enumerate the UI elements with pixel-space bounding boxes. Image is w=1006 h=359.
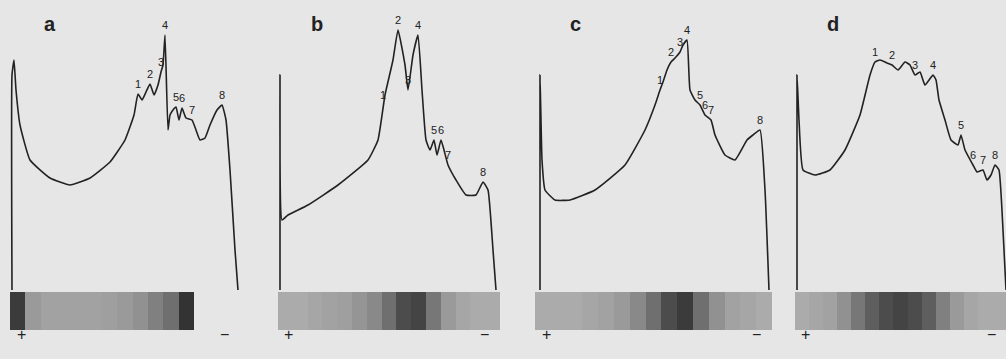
svg-text:+: + [284,326,293,343]
svg-text:8: 8 [480,166,486,178]
svg-text:5: 5 [431,124,437,136]
svg-text:6: 6 [702,99,708,111]
svg-text:8: 8 [992,149,998,161]
svg-text:d: d [827,13,839,35]
svg-text:7: 7 [708,104,714,116]
svg-text:8: 8 [219,89,225,101]
svg-text:8: 8 [757,114,763,126]
svg-text:1: 1 [872,46,878,58]
svg-text:3: 3 [158,56,164,68]
svg-text:−: − [220,326,229,343]
svg-text:7: 7 [445,149,451,161]
svg-text:4: 4 [930,59,936,71]
svg-text:3: 3 [912,59,918,71]
svg-text:+: + [801,326,810,343]
svg-text:2: 2 [889,49,895,61]
svg-text:4: 4 [162,19,168,31]
svg-text:6: 6 [179,92,185,104]
svg-text:c: c [570,13,581,35]
svg-text:5: 5 [173,91,179,103]
svg-text:2: 2 [668,46,674,58]
svg-text:−: − [752,326,761,343]
svg-text:7: 7 [980,154,986,166]
svg-text:1: 1 [135,78,141,90]
svg-text:4: 4 [684,24,690,36]
svg-text:+: + [542,326,551,343]
svg-text:4: 4 [415,19,421,31]
svg-text:5: 5 [958,119,964,131]
svg-text:5: 5 [697,89,703,101]
svg-text:2: 2 [395,14,401,26]
svg-text:6: 6 [970,149,976,161]
svg-text:7: 7 [189,104,195,116]
svg-text:a: a [44,13,56,35]
svg-text:2: 2 [147,68,153,80]
svg-text:−: − [480,326,489,343]
svg-text:b: b [311,13,323,35]
svg-text:3: 3 [405,74,411,86]
svg-text:−: − [987,326,996,343]
svg-text:6: 6 [438,124,444,136]
svg-text:+: + [17,326,26,343]
svg-text:1: 1 [657,74,663,86]
svg-text:3: 3 [677,36,683,48]
svg-text:1: 1 [380,89,386,101]
